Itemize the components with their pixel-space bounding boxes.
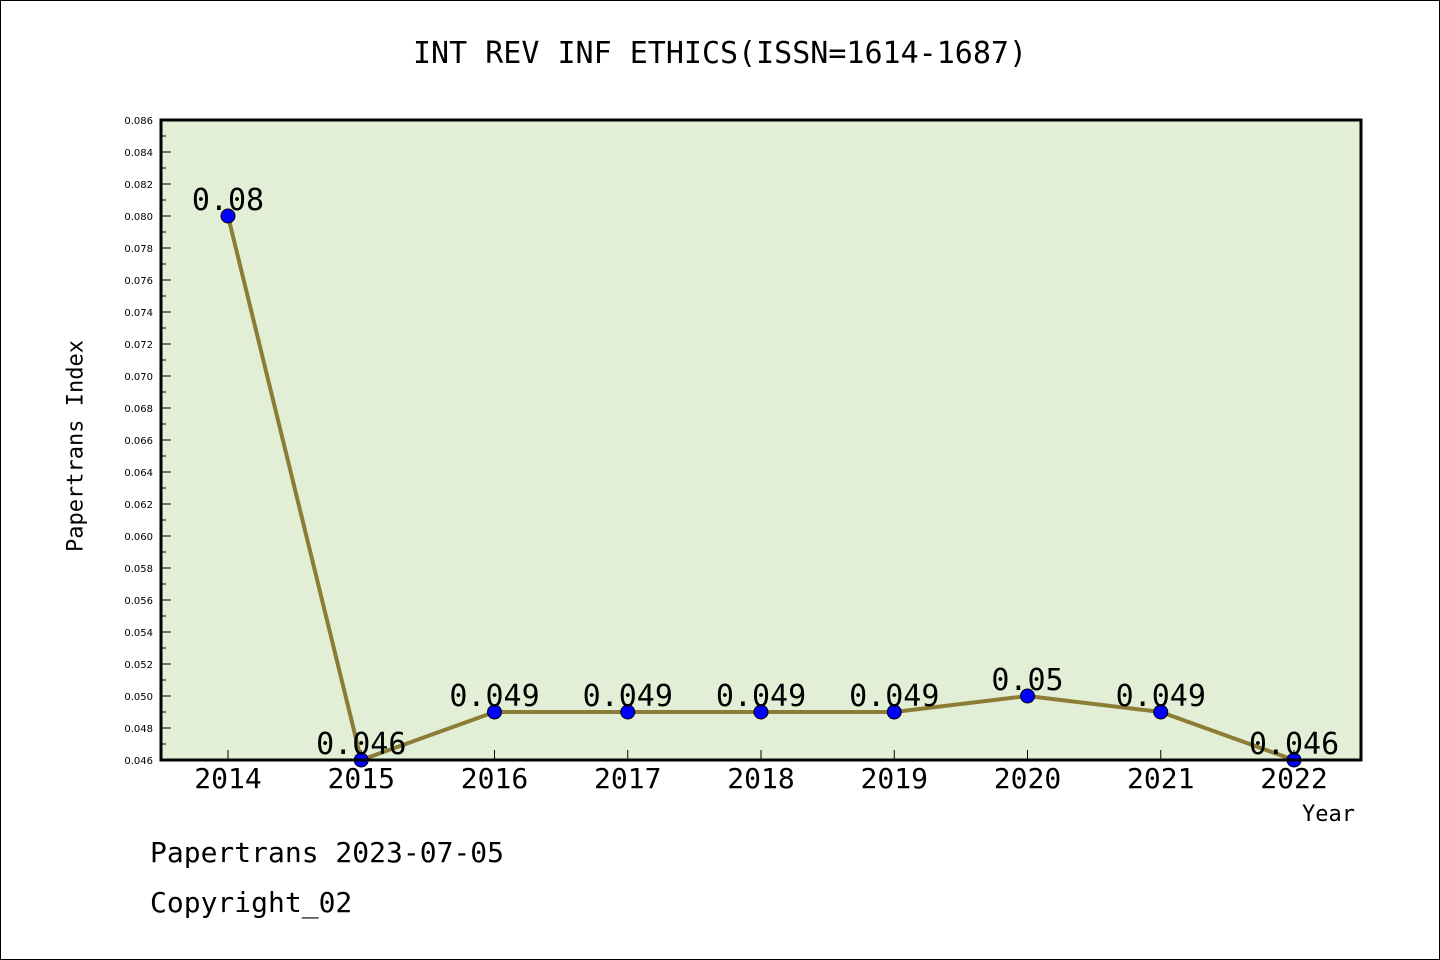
y-tick-label: 0.084 (124, 148, 153, 159)
x-tick-label: 2018 (727, 762, 794, 795)
y-tick-label: 0.070 (124, 372, 153, 383)
y-tick-label: 0.060 (124, 532, 153, 543)
y-tick-label: 0.080 (124, 212, 153, 223)
data-label: 0.049 (849, 679, 939, 714)
plot-border (159, 118, 1363, 762)
data-label: 0.049 (449, 679, 539, 714)
y-tick-label: 0.058 (124, 564, 153, 575)
y-tick-label: 0.076 (124, 276, 153, 287)
data-label: 0.08 (192, 183, 264, 218)
y-tick-label: 0.082 (124, 180, 153, 191)
y-tick-label: 0.048 (124, 724, 153, 735)
data-point (753, 704, 769, 720)
y-tick-label: 0.078 (124, 244, 153, 255)
y-tick-label: 0.046 (124, 756, 153, 767)
chart-title: INT REV INF ETHICS(ISSN=1614-1687) (412, 36, 1028, 71)
data-point (886, 704, 902, 720)
y-tick-label: 0.068 (124, 404, 153, 415)
data-label: 0.05 (991, 663, 1063, 698)
data-label: 0.049 (583, 679, 673, 714)
x-tick-label: 2017 (594, 762, 661, 795)
x-tick-label: 2014 (194, 762, 261, 795)
data-label: 0.049 (716, 679, 806, 714)
data-label: 0.046 (316, 727, 406, 762)
y-tick-label: 0.066 (124, 436, 153, 447)
y-tick-label: 0.072 (124, 340, 153, 351)
y-tick-label: 0.062 (124, 500, 153, 511)
plot-area (161, 120, 1361, 760)
data-point (1153, 704, 1169, 720)
footer-date: Papertrans 2023-07-05 (150, 836, 505, 869)
data-label: 0.046 (1249, 727, 1339, 762)
y-tick-label: 0.074 (124, 308, 153, 319)
y-tick-label: 0.050 (124, 692, 153, 703)
data-point (620, 704, 636, 720)
x-axis-label: Year (1302, 802, 1355, 827)
data-point (487, 704, 502, 720)
x-tick-label: 2019 (861, 762, 928, 795)
y-tick-label: 0.056 (124, 596, 153, 607)
y-tick-label: 0.086 (124, 116, 153, 127)
x-tick-label: 2016 (461, 762, 528, 795)
x-tick-label: 2020 (994, 762, 1061, 795)
y-tick-label: 0.052 (124, 660, 153, 671)
footer-copyright: Copyright_02 (150, 886, 353, 919)
y-tick-label: 0.054 (124, 628, 153, 639)
data-point (1020, 688, 1035, 704)
data-label: 0.049 (1116, 679, 1206, 714)
data-point (220, 208, 236, 224)
x-tick-label: 2021 (1127, 762, 1194, 795)
y-tick-label: 0.064 (124, 468, 153, 479)
